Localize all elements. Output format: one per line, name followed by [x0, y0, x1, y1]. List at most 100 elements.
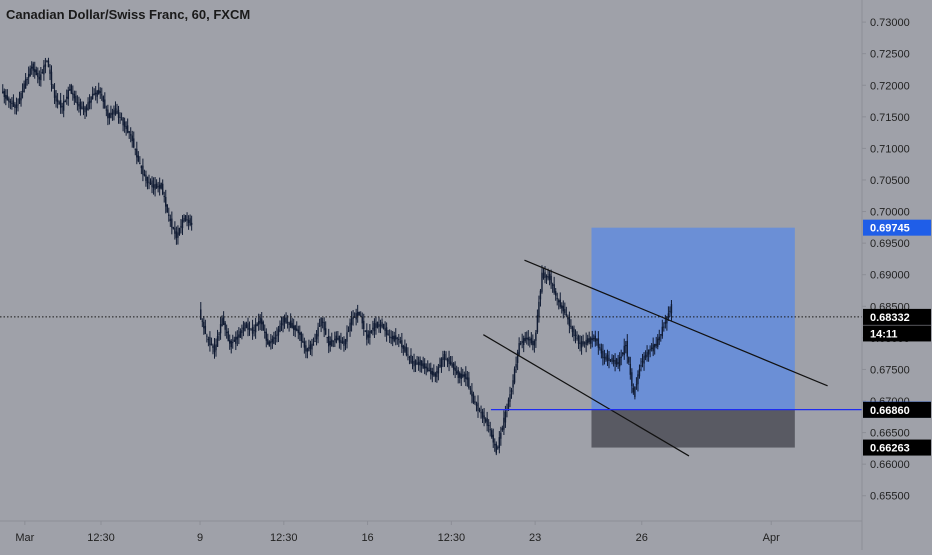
candle-body	[111, 112, 114, 115]
candle-body	[137, 155, 140, 162]
candle-body	[207, 339, 210, 341]
candle-body	[212, 345, 214, 348]
candle-body	[285, 317, 287, 324]
candle-body	[475, 404, 478, 406]
candle-body	[526, 337, 528, 340]
candle-body	[352, 317, 354, 319]
candle-body	[376, 321, 379, 328]
candle-body	[18, 97, 21, 104]
candle-body	[544, 272, 546, 279]
candle-body	[149, 182, 152, 185]
candle-body	[126, 125, 129, 133]
candle-body	[273, 336, 275, 344]
candle-body	[439, 364, 441, 367]
candle-body	[171, 218, 173, 228]
candle-body	[614, 359, 616, 365]
candle-body	[611, 357, 613, 363]
candle-body	[332, 340, 334, 342]
candle-body	[356, 311, 359, 316]
candle-body	[547, 275, 549, 279]
candle-body	[200, 309, 202, 320]
candle-body	[487, 425, 490, 427]
price-label-box	[863, 439, 931, 456]
candle-body	[484, 419, 487, 422]
candle-body	[67, 90, 69, 100]
candle-body	[474, 401, 476, 404]
candle-body	[653, 343, 656, 348]
candle-body	[463, 374, 465, 377]
candle-body	[283, 317, 286, 323]
lower-trend-line[interactable]	[483, 334, 690, 457]
y-tick-label: 0.72000	[870, 80, 910, 92]
candle-body	[396, 337, 398, 339]
candle-body	[235, 336, 237, 344]
candle-body	[314, 340, 316, 342]
candle-body	[640, 365, 642, 367]
candle-body	[361, 316, 363, 324]
x-tick-label: 26	[636, 532, 648, 544]
candle-body	[480, 411, 482, 414]
candle-body	[622, 352, 624, 355]
candle-body	[154, 184, 156, 190]
candle-body	[70, 85, 73, 94]
candle-body	[379, 324, 382, 327]
candle-body	[282, 316, 284, 326]
candle-body	[289, 320, 292, 328]
candle-body	[433, 371, 435, 376]
candle-body	[169, 218, 172, 222]
candle-body	[523, 338, 525, 346]
candle-body	[477, 402, 479, 411]
candle-body	[404, 346, 406, 352]
candle-body	[536, 315, 539, 333]
candle-body	[247, 323, 249, 330]
candle-body	[562, 305, 565, 312]
candle-body	[370, 330, 373, 333]
candle-body	[545, 276, 548, 278]
candle-body	[203, 321, 205, 329]
candle-body	[181, 219, 184, 229]
x-tick-label: 12:30	[87, 532, 115, 544]
candle-body	[650, 347, 653, 350]
candle-body	[158, 184, 161, 189]
candle-body	[244, 322, 246, 332]
candle-body	[423, 363, 426, 369]
candle-body	[107, 109, 109, 119]
candle-body	[637, 374, 639, 385]
candle-body	[119, 116, 121, 118]
candle-body	[183, 217, 185, 222]
candle-body	[236, 336, 239, 340]
candle-body	[465, 373, 467, 380]
candle-body	[395, 335, 397, 340]
candle-body	[399, 340, 402, 343]
candle-body	[221, 318, 223, 327]
upper-trend-line[interactable]	[524, 259, 828, 387]
candle-body	[369, 331, 371, 338]
candle-body	[667, 313, 670, 319]
candle-body	[469, 388, 472, 390]
candle-body	[554, 291, 557, 296]
profit-zone[interactable]	[591, 227, 795, 410]
candle-body	[596, 339, 598, 341]
candle-body	[331, 339, 333, 347]
price-label: 0.66263	[870, 443, 910, 455]
candle-body	[38, 76, 41, 80]
candle-body	[629, 363, 632, 375]
candle-body	[108, 113, 111, 118]
candle-body	[166, 204, 168, 213]
candle-body	[643, 356, 645, 364]
candle-body	[114, 108, 117, 116]
candle-body	[91, 93, 94, 100]
x-tick-label: 23	[529, 532, 541, 544]
candle-body	[344, 339, 347, 345]
candle-body	[172, 227, 175, 229]
candle-body	[535, 332, 537, 341]
candle-body	[434, 373, 437, 377]
candle-body	[663, 326, 665, 328]
candle-body	[257, 321, 260, 325]
loss-zone[interactable]	[591, 409, 795, 448]
candle-body	[78, 103, 80, 107]
candle-body	[134, 148, 136, 150]
x-tick-label: Apr	[763, 532, 780, 544]
